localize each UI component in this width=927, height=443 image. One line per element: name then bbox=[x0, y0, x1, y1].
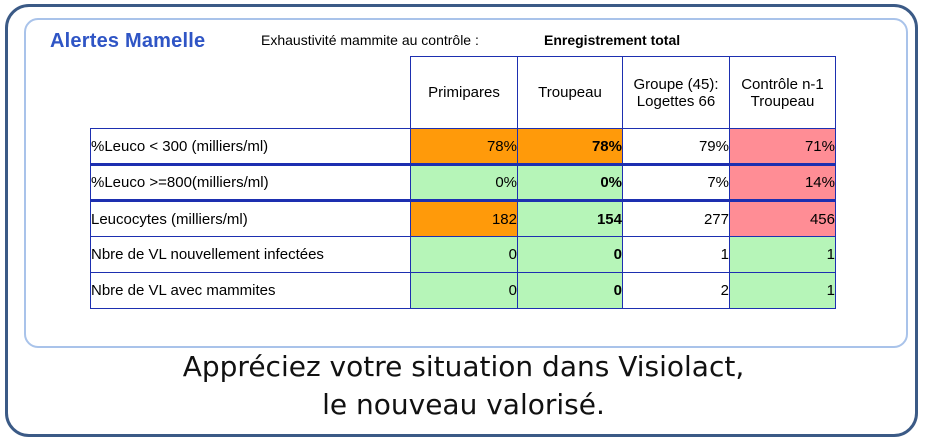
cell-controle: 71% bbox=[729, 128, 836, 165]
table-corner bbox=[90, 56, 411, 129]
cell-controle: 1 bbox=[729, 236, 836, 273]
row-label: %Leuco < 300 (milliers/ml) bbox=[90, 128, 411, 165]
row-label: %Leuco >=800(milliers/ml) bbox=[90, 163, 411, 201]
cell-groupe: 2 bbox=[622, 272, 730, 309]
table-row: Nbre de VL nouvellement infectées 0 0 1 … bbox=[90, 236, 836, 273]
column-header-troupeau: Troupeau bbox=[517, 56, 623, 129]
exhaustivite-label: Exhaustivité mammite au contrôle : bbox=[261, 32, 479, 48]
cell-groupe: 1 bbox=[622, 236, 730, 273]
row-label: Nbre de VL nouvellement infectées bbox=[90, 236, 411, 273]
cell-primipares: 182 bbox=[410, 199, 518, 237]
row-label: Nbre de VL avec mammites bbox=[90, 272, 411, 309]
cell-primipares: 0% bbox=[410, 163, 518, 201]
table-row: Leucocytes (milliers/ml) 182 154 277 456 bbox=[90, 199, 836, 237]
cell-troupeau: 0% bbox=[517, 163, 623, 201]
cell-controle: 456 bbox=[729, 199, 836, 237]
cell-primipares: 0 bbox=[410, 236, 518, 273]
panel-title: Alertes Mamelle bbox=[50, 30, 206, 52]
cell-groupe: 277 bbox=[622, 199, 730, 237]
column-header-controle: Contrôle n-1 Troupeau bbox=[729, 56, 836, 129]
footer-line-1: Appréciez votre situation dans Visiolact… bbox=[182, 350, 745, 383]
cell-troupeau: 0 bbox=[517, 272, 623, 309]
cell-primipares: 0 bbox=[410, 272, 518, 309]
cell-troupeau: 154 bbox=[517, 199, 623, 237]
cell-controle: 1 bbox=[729, 272, 836, 309]
cell-groupe: 79% bbox=[622, 128, 730, 165]
cell-primipares: 78% bbox=[410, 128, 518, 165]
row-label: Leucocytes (milliers/ml) bbox=[90, 199, 411, 237]
column-header-primipares: Primipares bbox=[410, 56, 518, 129]
cell-troupeau: 0 bbox=[517, 236, 623, 273]
table-row: %Leuco >=800(milliers/ml) 0% 0% 7% 14% bbox=[90, 163, 836, 201]
cell-troupeau: 78% bbox=[517, 128, 623, 165]
cell-controle: 14% bbox=[729, 163, 836, 201]
alerts-table: Primipares Troupeau Groupe (45): Logettes… bbox=[90, 56, 836, 309]
column-header-groupe: Groupe (45): Logettes 66 bbox=[622, 56, 730, 129]
table-row: Nbre de VL avec mammites 0 0 2 1 bbox=[90, 272, 836, 309]
footer-line-2: le nouveau valorisé. bbox=[322, 388, 605, 421]
table-row: %Leuco < 300 (milliers/ml) 78% 78% 79% 7… bbox=[90, 128, 836, 165]
cell-groupe: 7% bbox=[622, 163, 730, 201]
exhaustivite-value: Enregistrement total bbox=[544, 32, 681, 48]
